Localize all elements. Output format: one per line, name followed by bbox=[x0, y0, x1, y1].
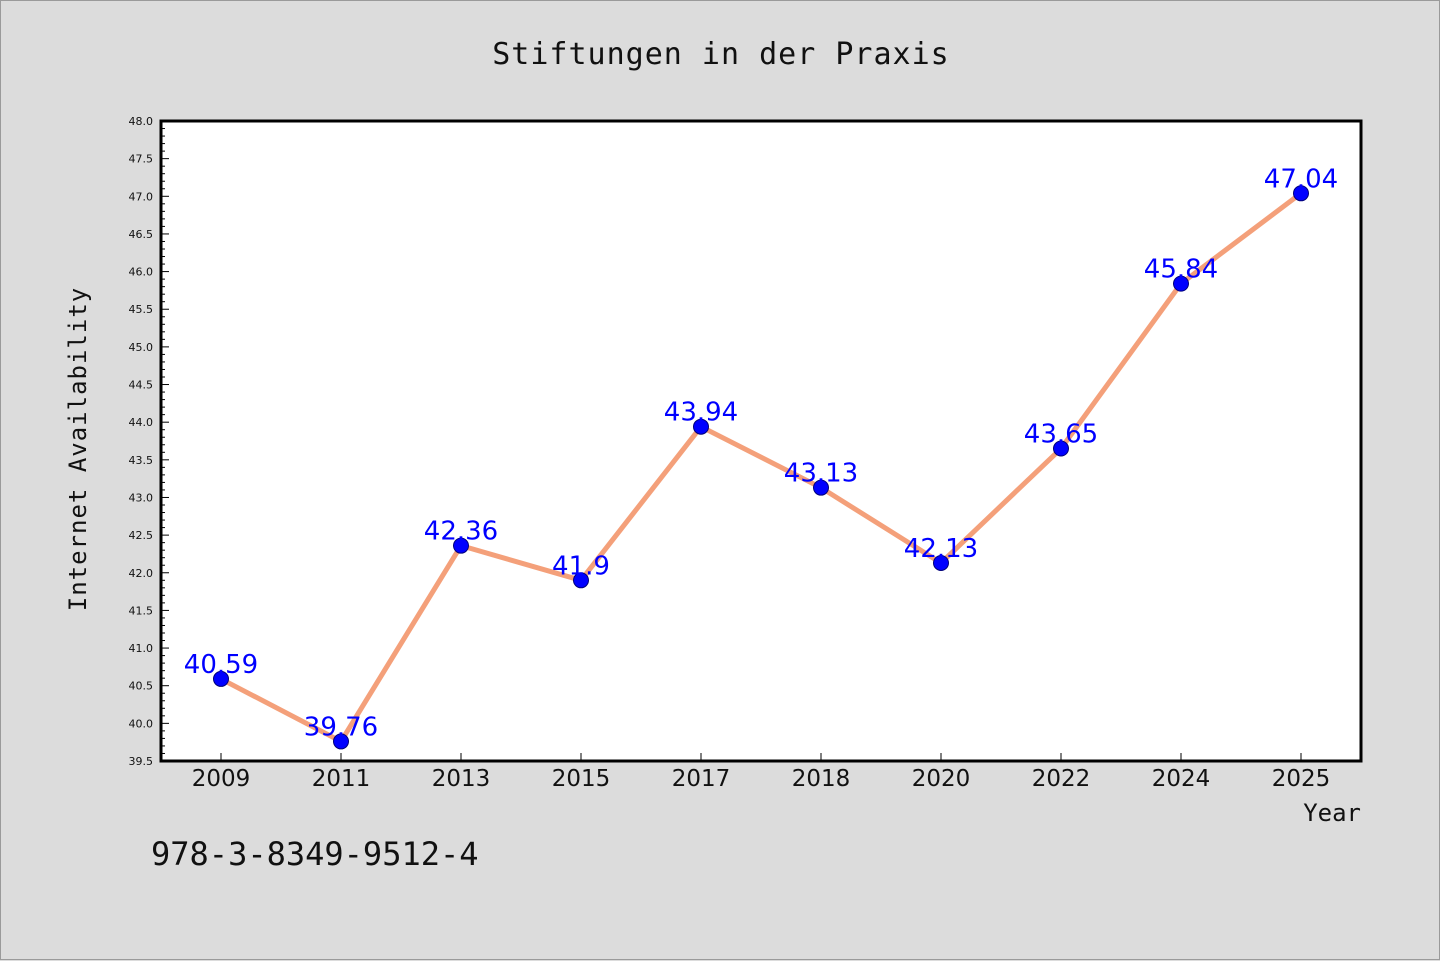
data-point bbox=[1053, 440, 1069, 457]
data-point bbox=[1173, 275, 1189, 292]
y-tick-label: 45.0 bbox=[129, 341, 154, 354]
x-axis-label: Year bbox=[1303, 799, 1361, 827]
x-tick-label: 2009 bbox=[192, 766, 251, 792]
y-axis-label: Internet Availability bbox=[64, 287, 92, 611]
x-tick-label: 2022 bbox=[1032, 766, 1091, 792]
y-tick-label: 47.5 bbox=[129, 153, 154, 166]
data-label: 42.13 bbox=[904, 534, 978, 564]
data-point bbox=[1293, 185, 1309, 202]
x-tick-label: 2018 bbox=[792, 766, 851, 792]
x-tick-label: 2024 bbox=[1152, 766, 1211, 792]
data-point bbox=[333, 733, 349, 750]
y-tick-label: 42.5 bbox=[129, 529, 154, 542]
y-tick-label: 43.5 bbox=[129, 454, 154, 467]
x-tick-label: 2013 bbox=[432, 766, 491, 792]
y-tick-label: 44.0 bbox=[129, 416, 154, 429]
data-point bbox=[573, 572, 589, 589]
data-point bbox=[693, 418, 709, 435]
chart-title: Stiftungen in der Praxis bbox=[492, 37, 949, 72]
data-point bbox=[453, 537, 469, 554]
isbn-annotation: 978-3-8349-9512-4 bbox=[151, 835, 479, 873]
y-tick-label: 40.5 bbox=[129, 680, 154, 693]
series-line bbox=[219, 191, 1303, 744]
series-group bbox=[213, 185, 1309, 750]
data-point bbox=[813, 479, 829, 496]
x-tick-label: 2015 bbox=[552, 766, 611, 792]
data-labels: 40.59 39.76 42.36 41.9 43.94 43.13 42.13 43.65 4… bbox=[184, 164, 1338, 742]
y-tick-label: 43.0 bbox=[129, 491, 154, 504]
data-label: 39.76 bbox=[304, 712, 378, 742]
y-tick-label: 48.0 bbox=[129, 115, 154, 128]
y-tick-label: 47.0 bbox=[129, 190, 154, 203]
y-tick-label: 46.5 bbox=[129, 228, 154, 241]
y-tick-label: 41.0 bbox=[129, 642, 154, 655]
data-label: 43.13 bbox=[784, 459, 858, 489]
y-tick-label: 39.5 bbox=[129, 755, 154, 768]
x-tick-label: 2011 bbox=[312, 766, 371, 792]
x-tick-label: 2017 bbox=[672, 766, 731, 792]
x-tick-label: 2020 bbox=[912, 766, 971, 792]
y-tick-label: 44.5 bbox=[129, 379, 154, 392]
plot-area bbox=[159, 119, 1363, 763]
x-tick-label: 2025 bbox=[1272, 766, 1331, 792]
data-label: 45.84 bbox=[1144, 255, 1218, 285]
data-label: 47.04 bbox=[1264, 164, 1338, 194]
data-point bbox=[933, 554, 949, 571]
data-label: 43.65 bbox=[1024, 420, 1098, 450]
y-axis: 39.5 40.0 40.5 41.0 41.5 42.0 42.5 43.0 43.5 44.0… bbox=[129, 115, 169, 768]
data-label: 43.94 bbox=[664, 398, 738, 428]
y-tick-label: 40.0 bbox=[129, 717, 154, 730]
data-label: 42.36 bbox=[424, 517, 498, 547]
x-axis: 2009 2011 2013 2015 2017 2018 2020 2022 2024 2025 bbox=[192, 753, 1331, 792]
data-label: 41.9 bbox=[552, 551, 610, 581]
y-tick-label: 45.5 bbox=[129, 303, 154, 316]
data-label: 40.59 bbox=[184, 650, 258, 680]
y-tick-label: 41.5 bbox=[129, 604, 154, 617]
y-tick-label: 42.0 bbox=[129, 567, 154, 580]
y-tick-label: 46.0 bbox=[129, 266, 154, 279]
data-point bbox=[213, 670, 229, 687]
